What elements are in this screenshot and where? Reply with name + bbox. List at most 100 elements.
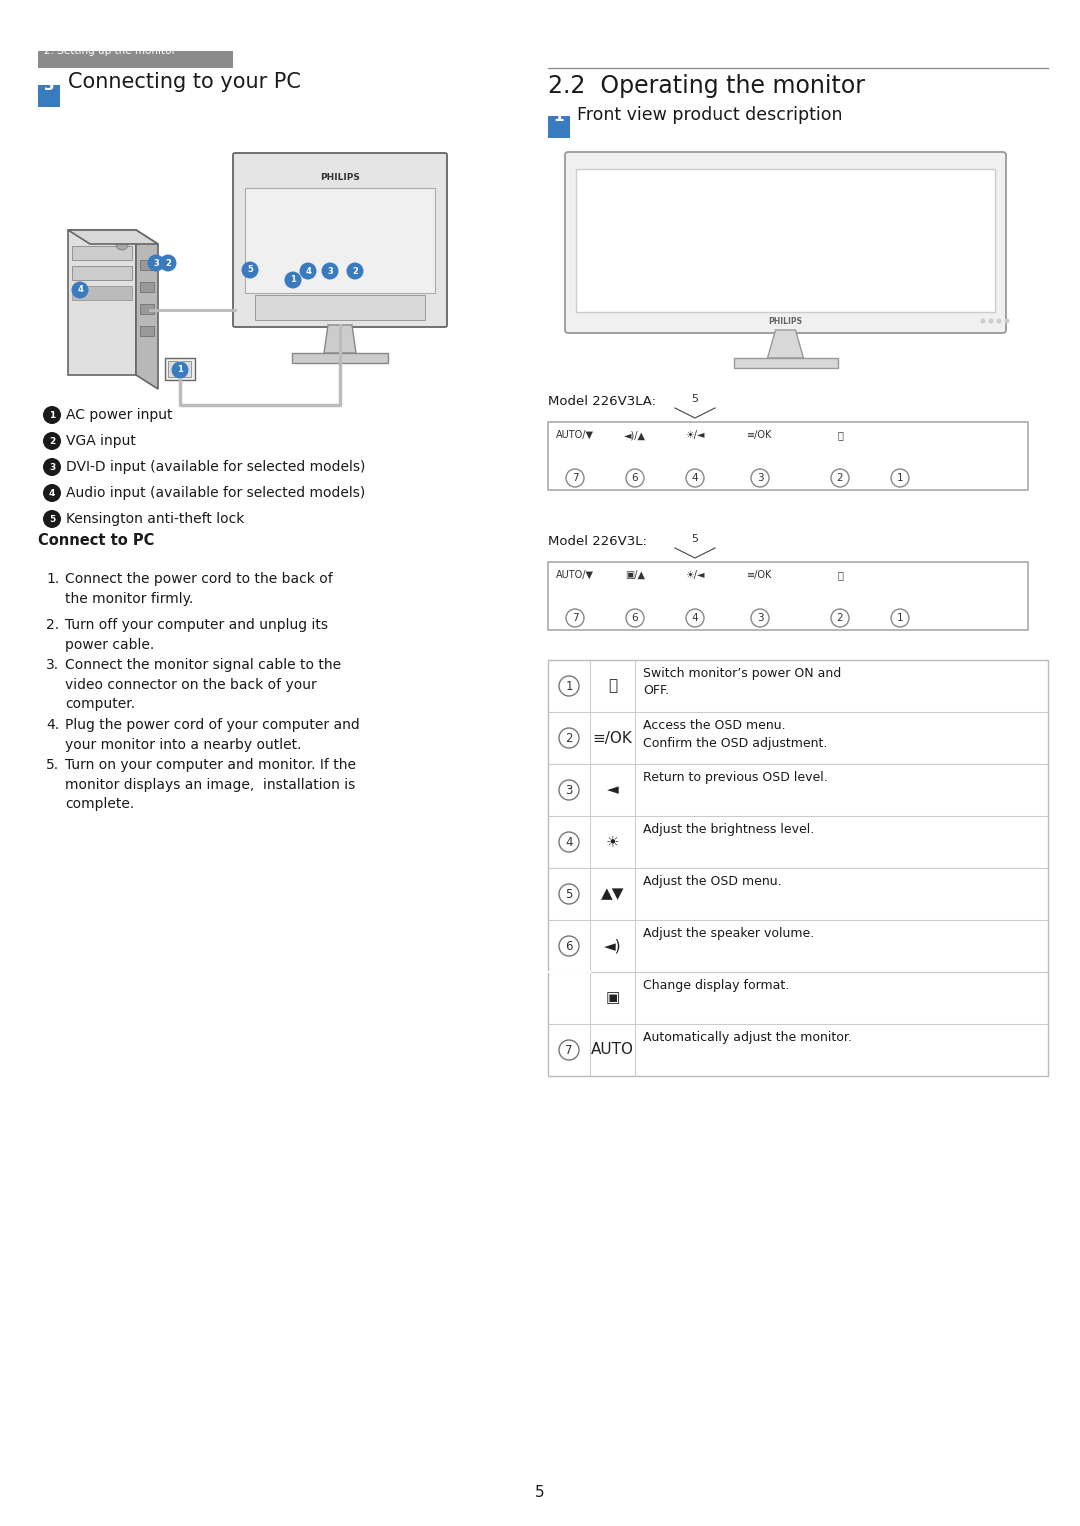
Text: ▣/▲: ▣/▲ [625, 571, 645, 580]
Circle shape [751, 468, 769, 487]
Text: 2: 2 [49, 436, 55, 446]
Circle shape [981, 319, 986, 324]
Bar [245, 188, 435, 293]
Text: ▲▼: ▲▼ [600, 887, 624, 902]
Text: Audio input (available for selected models): Audio input (available for selected mode… [66, 485, 365, 501]
Text: Connecting to your PC: Connecting to your PC [68, 72, 301, 92]
Text: 1: 1 [177, 366, 183, 374]
Circle shape [559, 884, 579, 903]
Circle shape [43, 484, 60, 502]
Circle shape [988, 319, 994, 324]
Text: AUTO/▼: AUTO/▼ [556, 430, 594, 439]
Bar [72, 246, 132, 259]
Circle shape [997, 319, 1001, 324]
Text: 4: 4 [565, 836, 572, 848]
Text: PHILIPS: PHILIPS [320, 172, 360, 182]
FancyBboxPatch shape [38, 85, 60, 107]
Circle shape [559, 832, 579, 852]
Bar [183, 362, 191, 377]
Polygon shape [68, 230, 158, 244]
Circle shape [559, 780, 579, 800]
Text: 3: 3 [49, 462, 55, 472]
Text: Connect the monitor signal cable to the
video connector on the back of your
comp: Connect the monitor signal cable to the … [65, 658, 341, 711]
FancyBboxPatch shape [233, 153, 447, 327]
Text: 3: 3 [565, 783, 572, 797]
Text: Kensington anti-theft lock: Kensington anti-theft lock [66, 513, 244, 526]
Bar [140, 282, 154, 291]
Circle shape [322, 262, 338, 279]
Text: ◄): ◄) [604, 938, 621, 954]
Text: 4: 4 [691, 613, 699, 623]
Text: ≡/OK: ≡/OK [747, 571, 772, 580]
Text: 6: 6 [632, 613, 638, 623]
Polygon shape [136, 230, 158, 389]
Bar [292, 353, 388, 363]
Circle shape [172, 362, 189, 378]
Text: 5: 5 [536, 1485, 544, 1500]
Text: 2: 2 [565, 731, 572, 745]
Text: Adjust the speaker volume.: Adjust the speaker volume. [643, 926, 814, 940]
Circle shape [559, 1041, 579, 1061]
Bar [72, 266, 132, 279]
Text: PHILIPS: PHILIPS [769, 316, 802, 325]
Text: 3: 3 [757, 473, 764, 484]
Text: 3: 3 [757, 613, 764, 623]
Text: 3: 3 [327, 267, 333, 276]
Text: 3: 3 [153, 258, 159, 267]
Bar [140, 259, 154, 270]
Circle shape [43, 432, 60, 450]
Text: ⏻: ⏻ [837, 430, 842, 439]
Text: Model 226V3L:: Model 226V3L: [548, 536, 647, 548]
Text: 4: 4 [691, 473, 699, 484]
Text: Connect to PC: Connect to PC [38, 533, 154, 548]
Text: 3: 3 [43, 78, 54, 93]
Circle shape [559, 676, 579, 696]
Text: 1.: 1. [46, 572, 59, 586]
Bar [72, 285, 132, 301]
Text: 5: 5 [247, 266, 253, 275]
Text: DVI-D input (available for selected models): DVI-D input (available for selected mode… [66, 459, 365, 475]
FancyBboxPatch shape [565, 153, 1005, 333]
Text: AC power input: AC power input [66, 407, 173, 423]
Text: ≡/OK: ≡/OK [747, 430, 772, 439]
Circle shape [566, 609, 584, 627]
Text: Connect the power cord to the back of
the monitor firmly.: Connect the power cord to the back of th… [65, 572, 333, 606]
Circle shape [751, 609, 769, 627]
Text: 4.: 4. [46, 719, 59, 732]
Text: 1: 1 [49, 410, 55, 420]
Text: 1: 1 [896, 613, 903, 623]
Text: 1: 1 [291, 276, 296, 284]
Text: ◄)/▲: ◄)/▲ [624, 430, 646, 439]
Circle shape [43, 406, 60, 424]
Circle shape [559, 728, 579, 748]
Text: ☀/◄: ☀/◄ [685, 430, 705, 439]
Text: Adjust the brightness level.: Adjust the brightness level. [643, 823, 814, 836]
Text: 3.: 3. [46, 658, 59, 671]
Text: 4: 4 [77, 285, 83, 295]
Text: Turn off your computer and unplug its
power cable.: Turn off your computer and unplug its po… [65, 618, 328, 652]
Bar [733, 359, 837, 368]
Text: 5: 5 [49, 514, 55, 523]
Polygon shape [324, 325, 356, 353]
Text: Adjust the OSD menu.: Adjust the OSD menu. [643, 874, 782, 888]
FancyBboxPatch shape [38, 50, 233, 69]
Circle shape [566, 468, 584, 487]
Bar [548, 661, 1048, 1076]
Bar [255, 295, 426, 320]
Circle shape [891, 468, 909, 487]
Text: 2.2  Operating the monitor: 2.2 Operating the monitor [548, 73, 865, 98]
Circle shape [148, 255, 164, 272]
Circle shape [299, 262, 316, 279]
Text: Return to previous OSD level.: Return to previous OSD level. [643, 771, 827, 784]
Text: 2. Setting up the monitor: 2. Setting up the monitor [44, 46, 176, 56]
Text: 5: 5 [691, 534, 699, 543]
Text: AUTO/▼: AUTO/▼ [556, 571, 594, 580]
Text: Plug the power cord of your computer and
your monitor into a nearby outlet.: Plug the power cord of your computer and… [65, 719, 360, 751]
Text: Change display format.: Change display format. [643, 980, 789, 992]
Circle shape [891, 609, 909, 627]
Circle shape [831, 609, 849, 627]
Bar [140, 304, 154, 314]
Circle shape [686, 609, 704, 627]
Circle shape [43, 510, 60, 528]
Text: 1: 1 [565, 679, 572, 693]
